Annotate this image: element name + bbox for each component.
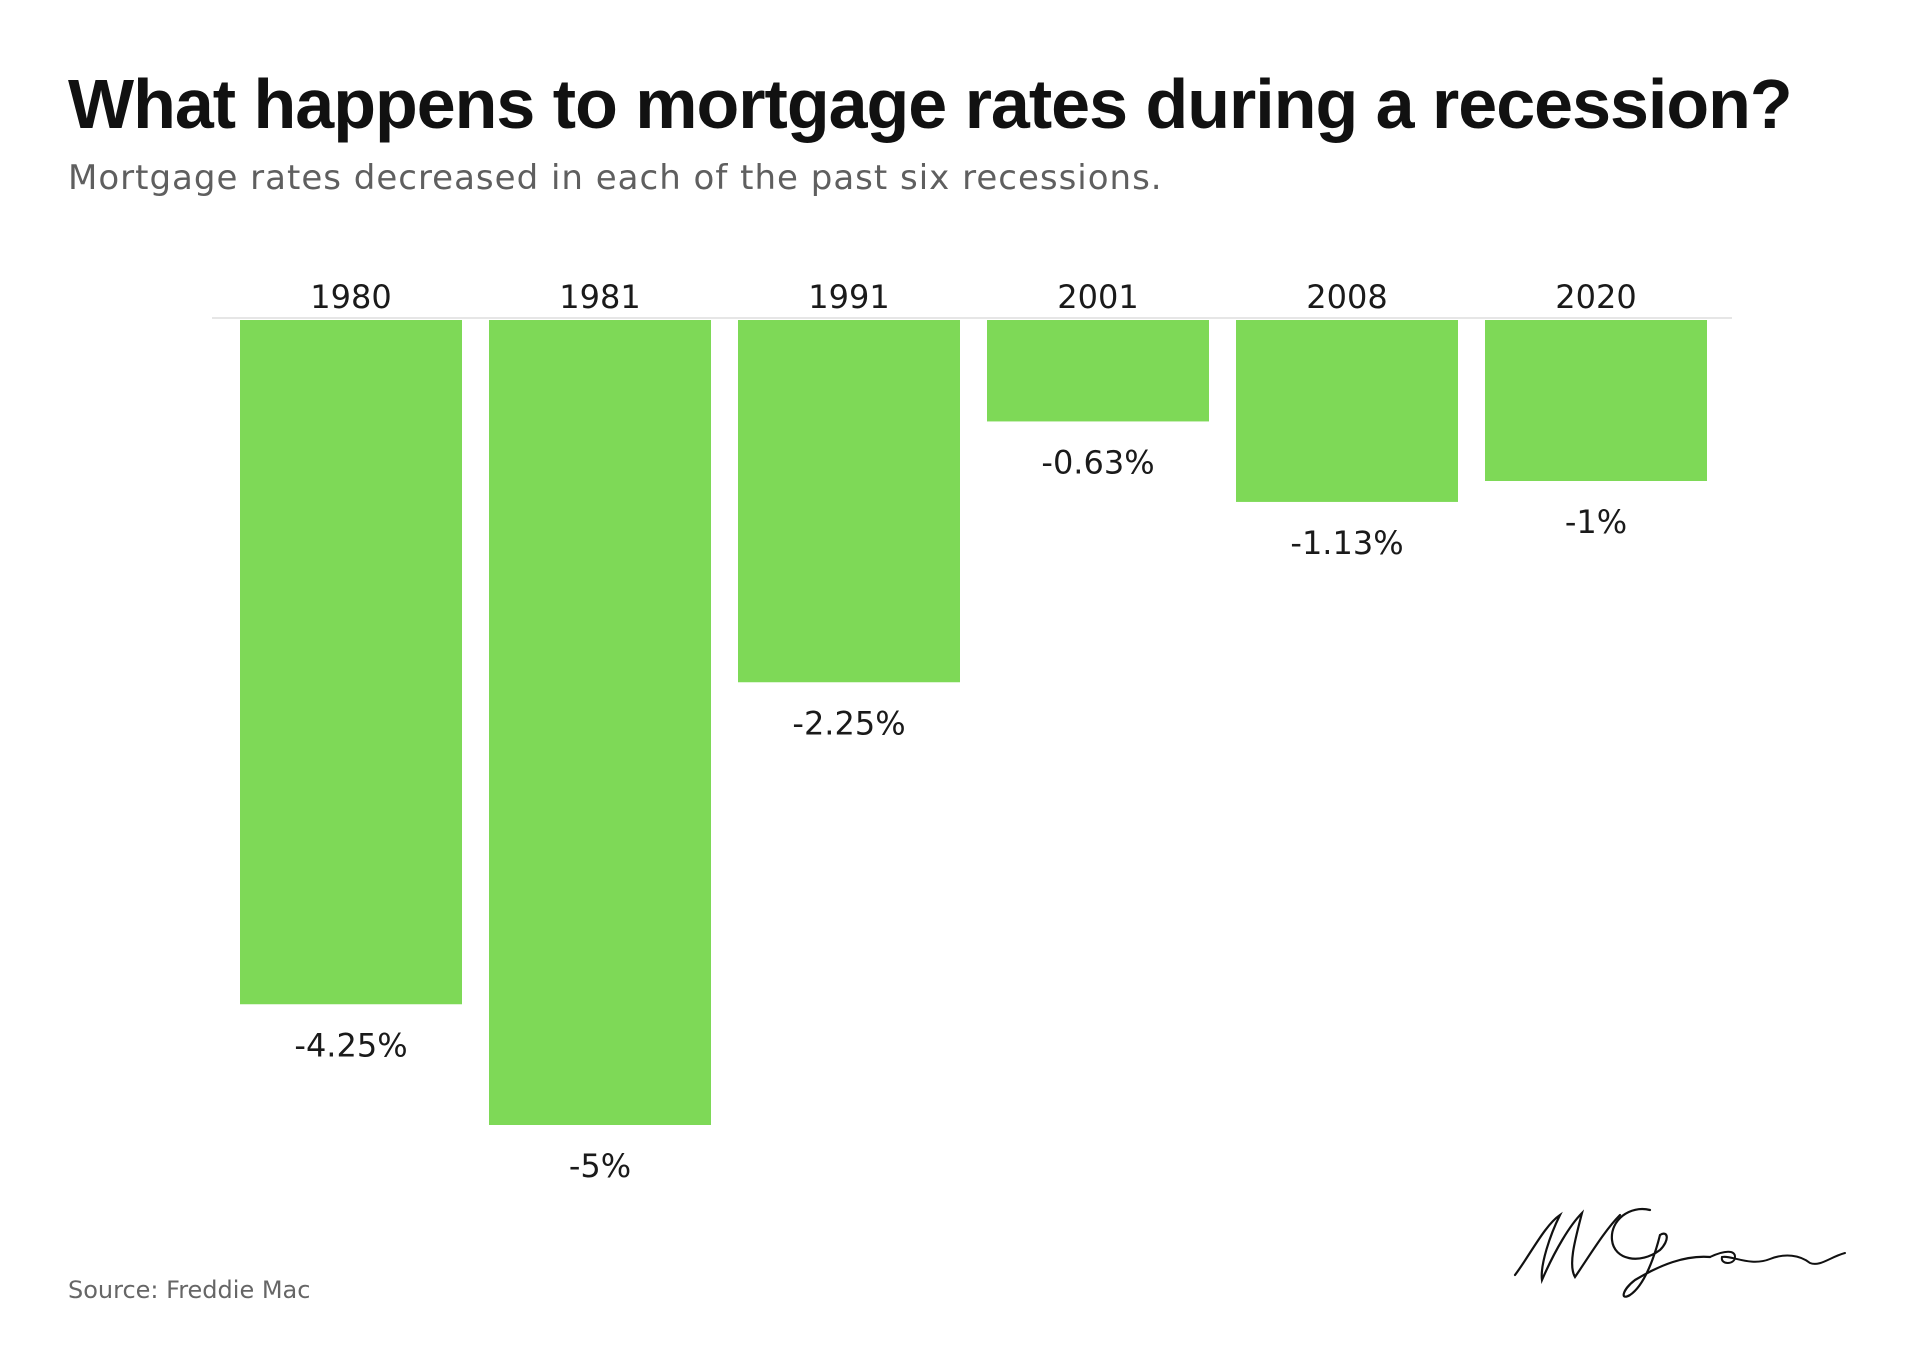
value-label-1991: -2.25% bbox=[792, 704, 905, 742]
value-label-2008: -1.13% bbox=[1290, 524, 1403, 562]
bar-1980 bbox=[240, 320, 462, 1005]
category-tick-labels: 1980 1981 1991 2001 2008 2020 bbox=[310, 278, 1636, 316]
chart-title: What happens to mortgage rates during a … bbox=[68, 65, 1793, 143]
value-label-2001: -0.63% bbox=[1041, 443, 1154, 481]
bar-1991 bbox=[738, 320, 960, 683]
tick-label-1991: 1991 bbox=[808, 278, 889, 316]
signature-logo bbox=[1513, 1207, 1846, 1298]
value-label-1980: -4.25% bbox=[294, 1026, 407, 1064]
tick-label-1981: 1981 bbox=[559, 278, 640, 316]
value-labels: -4.25% -5% -2.25% -0.63% -1.13% -1% bbox=[294, 443, 1627, 1185]
chart-subtitle: Mortgage rates decreased in each of the … bbox=[68, 158, 1163, 198]
bar-1981 bbox=[489, 320, 711, 1125]
value-label-1981: -5% bbox=[569, 1147, 631, 1185]
bar-2001 bbox=[987, 320, 1209, 422]
bar-2008 bbox=[1236, 320, 1458, 502]
tick-label-2008: 2008 bbox=[1306, 278, 1387, 316]
tick-label-1980: 1980 bbox=[310, 278, 391, 316]
tick-label-2001: 2001 bbox=[1057, 278, 1138, 316]
source-note: Source: Freddie Mac bbox=[68, 1276, 311, 1304]
bar-2020 bbox=[1485, 320, 1707, 481]
value-label-2020: -1% bbox=[1565, 503, 1627, 541]
tick-label-2020: 2020 bbox=[1555, 278, 1636, 316]
bars-group bbox=[240, 320, 1707, 1125]
